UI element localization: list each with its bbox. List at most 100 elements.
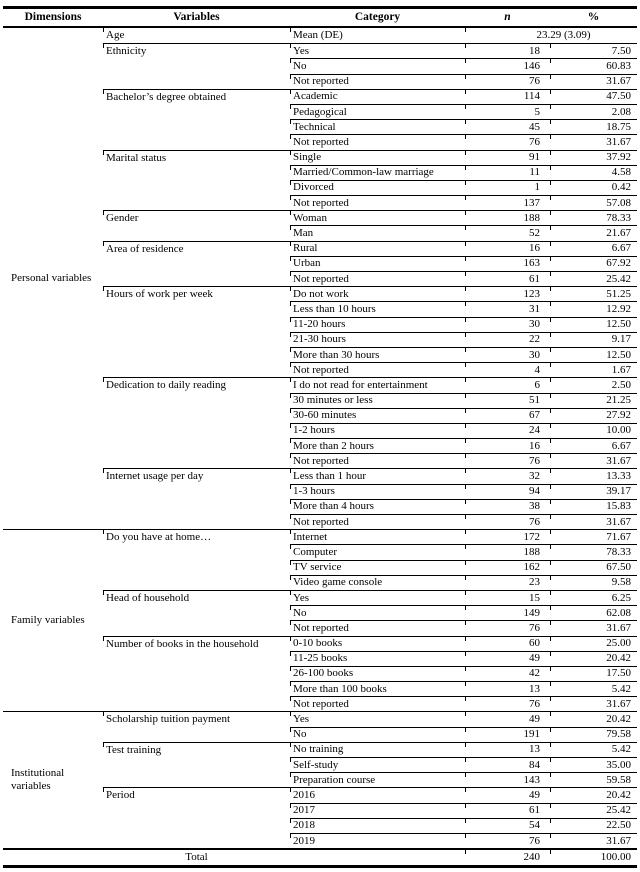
table-row: 2019 76 31.67 bbox=[3, 832, 637, 850]
table-row: 2018 54 22.50 bbox=[3, 817, 637, 834]
percent-value: 47.50 bbox=[550, 88, 637, 105]
n-value: 76 bbox=[465, 453, 550, 469]
n-value: 11 bbox=[465, 164, 550, 181]
percent-value: 5.42 bbox=[550, 681, 637, 697]
table-row: Computer 188 78.33 bbox=[3, 544, 637, 561]
variable-label: Do you have at home… bbox=[103, 529, 290, 591]
n-value: 61 bbox=[465, 270, 550, 287]
table-row: Family variables Do you have at home… Inte… bbox=[3, 529, 637, 712]
category-label: More than 4 hours bbox=[290, 498, 465, 515]
table-row: Area of residence Rural 16 6.67 bbox=[3, 240, 637, 287]
column-header-dimensions: Dimensions bbox=[3, 7, 103, 28]
category-label: Preparation course bbox=[290, 772, 465, 788]
n-value: 188 bbox=[465, 210, 550, 226]
variable-label: Dedication to daily reading bbox=[103, 377, 290, 469]
percent-value: 71.67 bbox=[550, 529, 637, 545]
percent-value: 31.67 bbox=[550, 453, 637, 469]
percent-value: 21.67 bbox=[550, 225, 637, 242]
category-label: Internet bbox=[290, 529, 465, 545]
percent-value: 62.08 bbox=[550, 605, 637, 621]
category-label: Not reported bbox=[290, 73, 465, 90]
percent-value: 35.00 bbox=[550, 756, 637, 773]
percent-value: 31.67 bbox=[550, 620, 637, 636]
category-label: 30-60 minutes bbox=[290, 407, 465, 424]
table-row: Not reported 4 1.67 bbox=[3, 362, 637, 378]
table-row: Gender Woman 188 78.33 bbox=[3, 210, 637, 242]
n-value: 191 bbox=[465, 726, 550, 743]
percent-value: 31.67 bbox=[550, 73, 637, 90]
category-label: 21-30 hours bbox=[290, 331, 465, 348]
n-value: 45 bbox=[465, 119, 550, 135]
category-label: 30 minutes or less bbox=[290, 392, 465, 409]
percent-value: 25.00 bbox=[550, 635, 637, 652]
percent-value: 1.67 bbox=[550, 362, 637, 378]
category-label: Married/Common-law marriage bbox=[290, 164, 465, 181]
table-row: Dedication to daily reading I do not read… bbox=[3, 377, 637, 469]
table-row: 1-2 hours 24 10.00 bbox=[3, 422, 637, 439]
table-row: Preparation course 143 59.58 bbox=[3, 772, 637, 788]
table-row: More than 100 books 13 5.42 bbox=[3, 681, 637, 697]
percent-value: 2.08 bbox=[550, 103, 637, 120]
n-value: 94 bbox=[465, 483, 550, 500]
table-row: 2017 61 25.42 bbox=[3, 802, 637, 819]
n-value: 188 bbox=[465, 544, 550, 561]
n-value: 146 bbox=[465, 58, 550, 75]
table-row: Personal variables Age Mean (DE) 23.29 (3.0… bbox=[3, 26, 637, 530]
percent-value: 12.50 bbox=[550, 316, 637, 333]
category-label: 11-20 hours bbox=[290, 316, 465, 333]
total-n-value: 240 bbox=[465, 848, 550, 867]
total-row: Total 240 100.00 bbox=[3, 848, 637, 867]
table-row: 21-30 hours 22 9.17 bbox=[3, 331, 637, 348]
category-label: Computer bbox=[290, 544, 465, 561]
category-label: Pedagogical bbox=[290, 103, 465, 120]
n-value: 51 bbox=[465, 392, 550, 409]
category-label: Not reported bbox=[290, 270, 465, 287]
n-value: 123 bbox=[465, 286, 550, 302]
descriptive-statistics-table: Dimensions Variables Category n % Person… bbox=[3, 6, 637, 868]
n-value: 60 bbox=[465, 635, 550, 652]
category-label: Divorced bbox=[290, 179, 465, 196]
percent-value: 12.50 bbox=[550, 346, 637, 363]
category-label: No bbox=[290, 726, 465, 743]
table-row: Less than 10 hours 31 12.92 bbox=[3, 301, 637, 318]
n-value: 31 bbox=[465, 301, 550, 318]
n-value: 16 bbox=[465, 438, 550, 454]
percent-value: 17.50 bbox=[550, 665, 637, 682]
table-row: Man 52 21.67 bbox=[3, 225, 637, 242]
n-value: 16 bbox=[465, 240, 550, 257]
n-value: 24 bbox=[465, 422, 550, 439]
percent-value: 5.42 bbox=[550, 741, 637, 758]
percent-value: 6.67 bbox=[550, 240, 637, 257]
category-label: Rural bbox=[290, 240, 465, 257]
table-row: Divorced 1 0.42 bbox=[3, 179, 637, 196]
percent-value: 20.42 bbox=[550, 711, 637, 728]
table-row: Married/Common-law marriage 11 4.58 bbox=[3, 164, 637, 181]
category-label: I do not read for entertainment bbox=[290, 377, 465, 393]
percent-value: 6.25 bbox=[550, 589, 637, 606]
category-label: 0-10 books bbox=[290, 635, 465, 652]
category-label: Academic bbox=[290, 88, 465, 105]
category-label: 1-2 hours bbox=[290, 422, 465, 439]
category-label: Yes bbox=[290, 711, 465, 728]
percent-value: 7.50 bbox=[550, 43, 637, 59]
n-value: 15 bbox=[465, 589, 550, 606]
category-label: More than 2 hours bbox=[290, 438, 465, 454]
percent-value: 78.33 bbox=[550, 210, 637, 226]
category-label: Not reported bbox=[290, 134, 465, 150]
table-row: Institutional variables Scholarship tuiti… bbox=[3, 711, 637, 850]
n-value: 149 bbox=[465, 605, 550, 621]
percent-value: 67.50 bbox=[550, 559, 637, 576]
table-row: Not reported 76 31.67 bbox=[3, 620, 637, 636]
n-value: 1 bbox=[465, 179, 550, 196]
table-row: Hours of work per week Do not work 123 51.2… bbox=[3, 286, 637, 378]
percent-value: 9.58 bbox=[550, 574, 637, 591]
percent-value: 2.50 bbox=[550, 377, 637, 393]
n-value: 23 bbox=[465, 574, 550, 591]
percent-value: 27.92 bbox=[550, 407, 637, 424]
percent-value: 31.67 bbox=[550, 696, 637, 712]
variable-label: Scholarship tuition payment bbox=[103, 711, 290, 743]
table-row: No 149 62.08 bbox=[3, 605, 637, 621]
percent-value: 13.33 bbox=[550, 468, 637, 485]
category-label: No bbox=[290, 605, 465, 621]
header-row: Dimensions Variables Category n % bbox=[3, 7, 637, 28]
